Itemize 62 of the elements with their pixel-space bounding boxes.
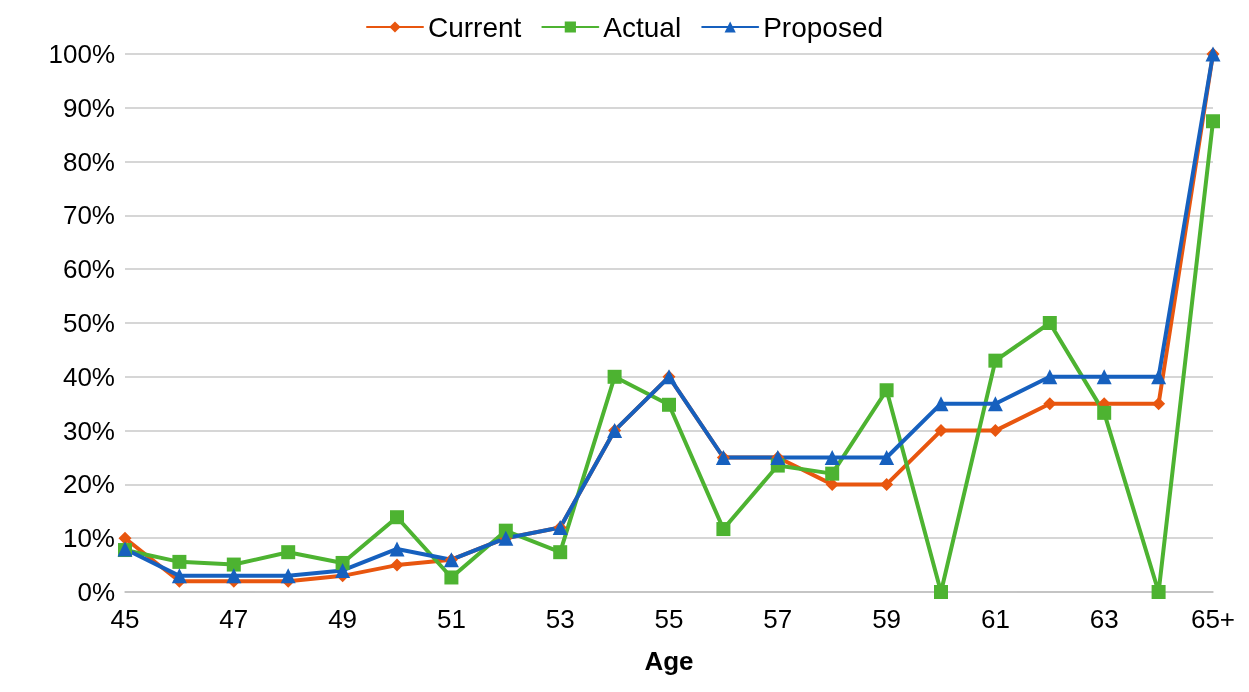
x-tick-label: 47	[219, 604, 249, 634]
point	[1151, 585, 1166, 599]
point	[226, 568, 242, 584]
legend-label: Proposed	[763, 11, 884, 43]
point	[1206, 114, 1220, 129]
point	[988, 424, 1002, 438]
point	[172, 554, 187, 569]
x-tick-label: 51	[436, 604, 466, 634]
x-tick-label: 57	[763, 604, 793, 634]
y-tick-label: 40%	[62, 361, 115, 392]
y-tick-label: 30%	[62, 415, 115, 446]
y-tick-label: 90%	[62, 92, 115, 123]
point	[1042, 316, 1057, 330]
point	[934, 585, 948, 599]
legend-label: Current	[427, 11, 522, 43]
point	[879, 383, 894, 398]
x-tick-label: 59	[872, 604, 902, 634]
point	[118, 531, 132, 545]
y-tick-label: 20%	[62, 469, 115, 500]
point	[281, 545, 296, 560]
point	[607, 369, 622, 384]
x-tick-label: 55	[654, 604, 684, 634]
legend-label: Actual	[603, 11, 682, 43]
x-tick-label: 61	[980, 604, 1010, 634]
y-tick-label: 10%	[62, 523, 115, 554]
point	[1042, 369, 1058, 385]
y-tick-label: 60%	[62, 254, 115, 285]
y-tick-label: 0%	[77, 577, 115, 607]
point	[879, 450, 895, 465]
point	[987, 396, 1003, 412]
point	[880, 477, 894, 491]
point	[444, 570, 459, 585]
y-tick-label: 100%	[48, 39, 115, 69]
y-tick-label: 80%	[62, 146, 115, 177]
point	[662, 397, 676, 412]
point	[1151, 369, 1167, 385]
point	[390, 558, 404, 572]
point	[1152, 397, 1166, 411]
x-tick-label: 53	[545, 604, 575, 634]
point	[226, 557, 241, 572]
point	[934, 424, 948, 438]
point	[1097, 405, 1112, 420]
point	[825, 466, 840, 481]
point	[171, 568, 187, 584]
point	[933, 396, 949, 412]
y-tick-label: 70%	[62, 200, 115, 231]
point	[1043, 397, 1057, 411]
point	[553, 545, 568, 560]
x-tick-label: 45	[110, 604, 140, 634]
point	[1096, 369, 1112, 385]
x-tick-label: 65+	[1190, 604, 1236, 634]
x-axis-title: Age	[644, 646, 694, 676]
point	[390, 510, 404, 525]
y-tick-label: 50%	[62, 308, 115, 338]
point	[988, 353, 1003, 368]
point	[280, 568, 296, 584]
x-tick-label: 49	[328, 604, 358, 634]
point	[389, 541, 405, 557]
point	[335, 562, 351, 578]
x-tick-label: 63	[1089, 604, 1119, 634]
point	[716, 522, 731, 537]
point	[824, 450, 840, 465]
